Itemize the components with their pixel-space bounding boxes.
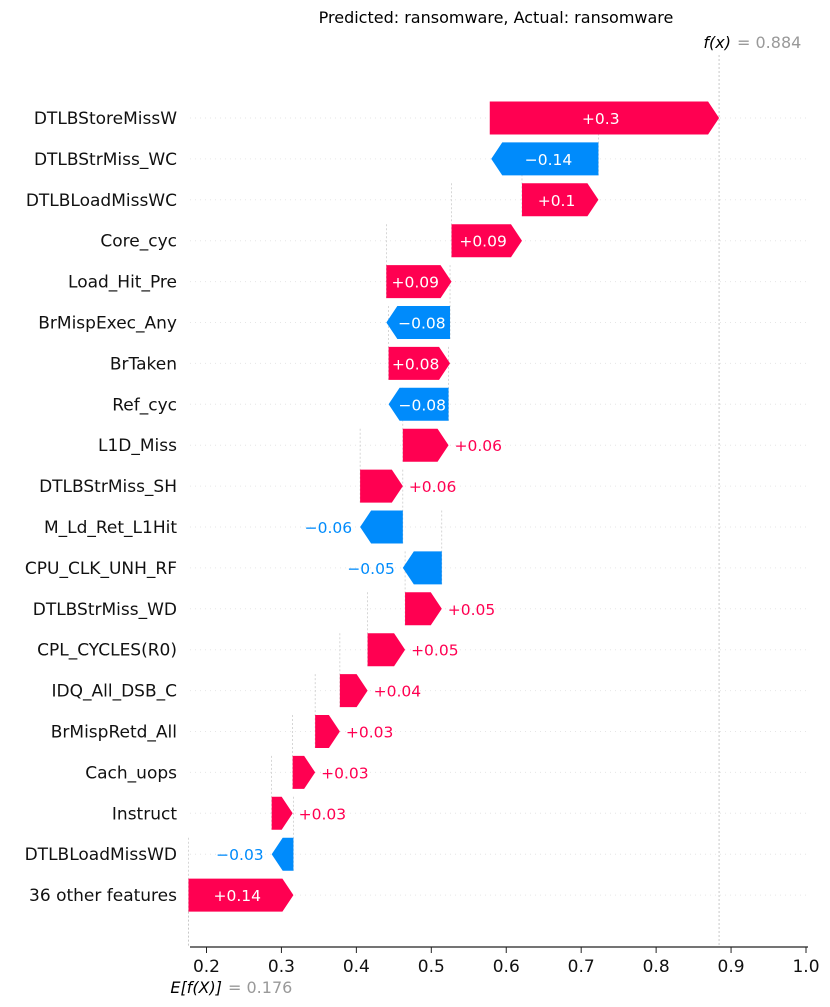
feature-label: Cach_uops (85, 763, 177, 783)
bar (388, 346, 451, 380)
bar-value-label: −0.06 (305, 519, 353, 537)
bar-value-label: −0.08 (398, 396, 446, 414)
bar (292, 755, 316, 789)
bar-value-label: +0.1 (538, 192, 576, 210)
bar (339, 674, 368, 708)
feature-label: BrTaken (110, 354, 177, 374)
bar-value-label: +0.06 (409, 478, 457, 496)
x-tick-label: 0.4 (343, 957, 370, 977)
base-value-label: E[f(X)] (170, 978, 222, 997)
bar-value-label: +0.3 (582, 110, 620, 128)
bar (271, 837, 294, 871)
bar-value-label: +0.09 (392, 274, 440, 292)
bar-value-label: −0.05 (347, 560, 395, 578)
feature-label: DTLBStrMiss_WC (34, 150, 177, 170)
bar-value-label: +0.14 (214, 887, 262, 905)
feature-label: IDQ_All_DSB_C (52, 682, 177, 702)
bar-value-label: +0.03 (346, 724, 394, 742)
bar (386, 265, 452, 299)
chart-title: Predicted: ransomware, Actual: ransomwar… (319, 8, 674, 27)
bar (402, 551, 442, 585)
feature-label: DTLBStrMiss_SH (39, 477, 177, 497)
bar-value-label: +0.08 (392, 355, 440, 373)
bar-value-label: −0.08 (398, 315, 446, 333)
output-value: = 0.884 (737, 33, 801, 52)
bar (451, 224, 522, 258)
base-value: = 0.176 (228, 978, 292, 997)
feature-label: DTLBStoreMissW (34, 109, 177, 129)
bar (521, 183, 599, 217)
output-value-label: f(x) (703, 33, 731, 52)
feature-label: DTLBLoadMissWD (25, 845, 177, 865)
x-tick-label: 1.0 (792, 957, 819, 977)
feature-label: L1D_Miss (98, 436, 177, 456)
x-tick-label: 0.7 (568, 957, 595, 977)
x-tick-label: 0.2 (193, 957, 220, 977)
feature-rows: DTLBStoreMissW DTLBStrMiss_WC DTLBLoadMiss… (25, 55, 806, 947)
feature-label: M_Ld_Ret_L1Hit (44, 518, 177, 538)
feature-label: CPU_CLK_UNH_RF (25, 559, 177, 579)
feature-label: BrMispRetd_All (51, 723, 177, 743)
bar-value-label: +0.05 (448, 601, 496, 619)
bar-value-label: +0.09 (459, 233, 507, 251)
feature-label: BrMispExec_Any (38, 314, 177, 334)
bar-value-label: +0.03 (321, 764, 369, 782)
bar (491, 142, 599, 176)
bar-value-label: +0.05 (411, 642, 459, 660)
bars: +0.3 −0.14 +0.1 +0.09 +0.09 −0.08 +0.08 −0.08 +0… (188, 101, 720, 912)
feature-label: DTLBLoadMissWC (26, 191, 177, 211)
x-tick-label: 0.5 (418, 957, 445, 977)
feature-label: Load_Hit_Pre (68, 273, 177, 293)
bar-value-label: −0.14 (525, 151, 573, 169)
bar (367, 633, 406, 667)
bar (315, 715, 340, 748)
feature-label: Core_cyc (100, 232, 177, 252)
x-axis: 0.2 0.3 0.4 0.5 0.6 0.7 0.8 0.9 1.0 (193, 947, 820, 977)
bar (188, 878, 294, 912)
bar (388, 387, 449, 421)
x-tick-label: 0.3 (268, 957, 295, 977)
x-tick-label: 0.9 (718, 957, 745, 977)
bar (489, 101, 720, 135)
feature-label: Instruct (112, 804, 177, 824)
bar-value-label: +0.04 (374, 683, 422, 701)
bar (360, 469, 403, 503)
bar (271, 796, 293, 830)
x-tick-label: 0.6 (493, 957, 520, 977)
feature-label: 36 other features (29, 886, 177, 906)
bar-value-label: +0.03 (299, 805, 347, 823)
bar (402, 428, 449, 462)
bar-value-label: −0.03 (216, 846, 264, 864)
x-tick-label: 0.8 (643, 957, 670, 977)
bar (405, 592, 442, 626)
feature-label: Ref_cyc (112, 395, 177, 415)
bar (360, 510, 403, 544)
feature-label: DTLBStrMiss_WD (33, 600, 177, 620)
bar-value-label: +0.06 (455, 437, 503, 455)
feature-label: CPL_CYCLES(R0) (37, 641, 177, 661)
bar (386, 306, 451, 339)
